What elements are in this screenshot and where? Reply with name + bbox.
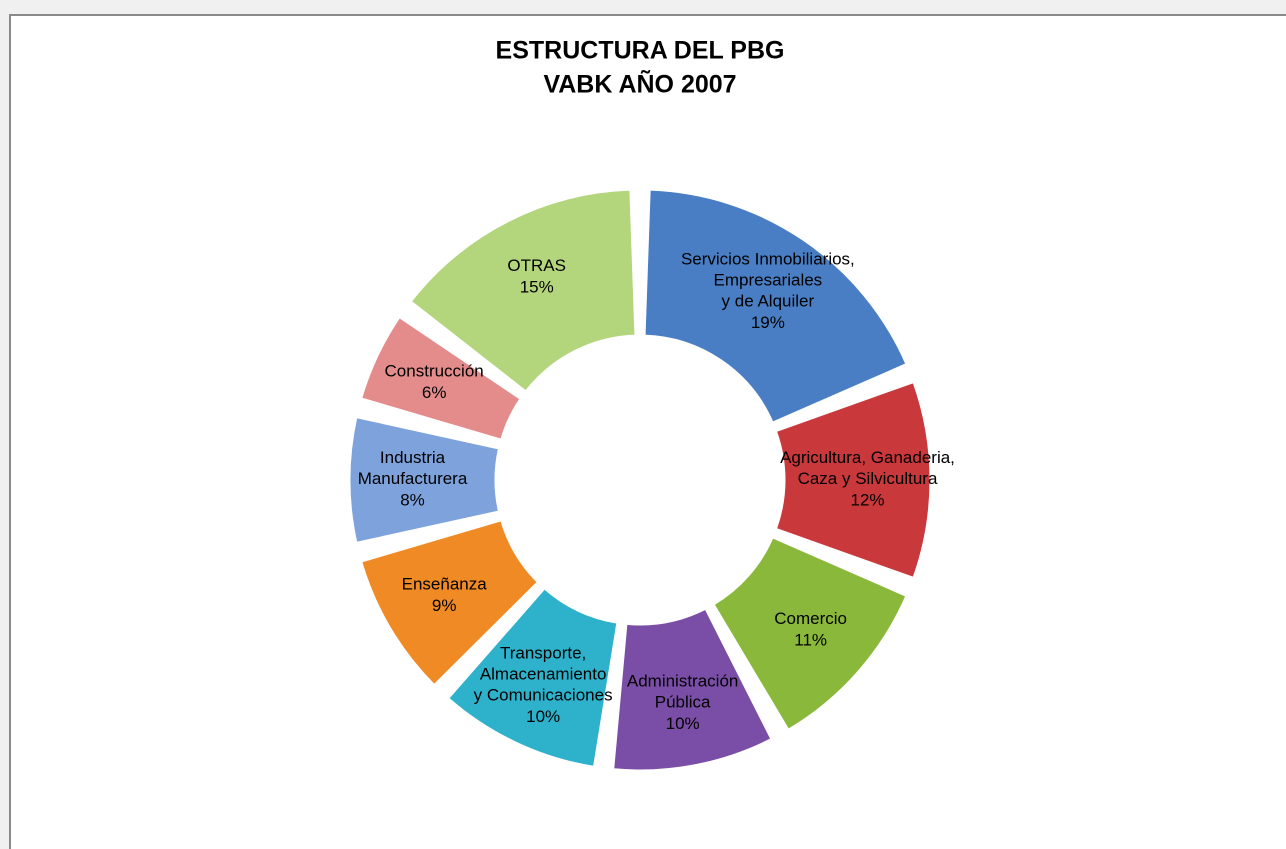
segment-label: Administración Pública xyxy=(627,672,739,712)
doughnut-segment xyxy=(644,189,907,423)
doughnut-segment xyxy=(613,608,772,771)
doughnut-segment xyxy=(775,382,931,578)
doughnut-segment xyxy=(361,317,521,440)
segment-label: Agricultura, Ganaderia, Caza y Silvicultu… xyxy=(780,448,955,488)
doughnut-segment xyxy=(713,537,907,730)
value-label: 15% xyxy=(520,277,554,296)
value-label: 10% xyxy=(666,714,700,733)
segment-label: Industria Manufacturera xyxy=(358,448,468,488)
chart-subtitle: VABK AÑO 2007 xyxy=(543,69,736,99)
segment-label: OTRAS xyxy=(507,256,566,275)
value-label: 11% xyxy=(794,630,827,649)
segment-label: Servicios Inmobiliarios, Empresariales y d… xyxy=(681,250,855,311)
doughnut-segment xyxy=(410,189,636,392)
doughnut-segment xyxy=(448,588,618,767)
value-label: 6% xyxy=(422,383,447,402)
segment-label: Enseñanza xyxy=(402,575,488,594)
value-label: 12% xyxy=(850,490,884,509)
segment-label: Construcción xyxy=(385,362,484,381)
chart-title: ESTRUCTURA DEL PBG xyxy=(496,37,785,65)
segment-label: Comercio xyxy=(774,609,847,628)
value-label: 19% xyxy=(751,313,785,332)
value-label: 10% xyxy=(526,707,560,726)
value-label: 9% xyxy=(432,596,457,615)
value-label: 8% xyxy=(400,490,425,509)
doughnut-segment xyxy=(361,520,538,686)
segment-label: Transporte, Almacenamiento y Comunicacione… xyxy=(474,644,613,705)
doughnut-segment xyxy=(349,417,499,543)
